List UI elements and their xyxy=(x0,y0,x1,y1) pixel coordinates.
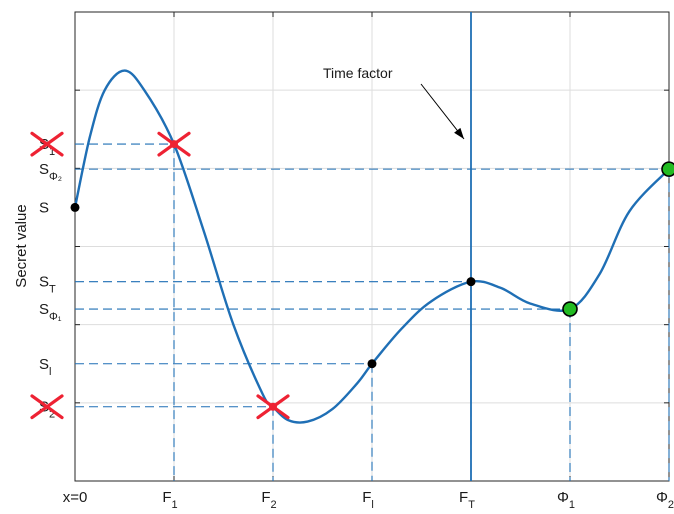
x-tick-label: x=0 xyxy=(63,489,88,506)
point-FT xyxy=(466,277,476,287)
y-tick-label: S xyxy=(39,199,49,216)
y-tick-label: SΦ₁ xyxy=(39,301,62,323)
x-tick-label: Fl xyxy=(362,489,374,511)
x-tick-label: F1 xyxy=(162,489,177,511)
x-tick-label: Φ1 xyxy=(557,489,575,511)
x-tick-label: Φ2 xyxy=(656,489,674,511)
dashed-guides xyxy=(75,143,670,481)
struck-cross xyxy=(30,394,64,420)
x-tick-label: FT xyxy=(459,489,475,511)
point-secret xyxy=(70,202,80,212)
point-markers xyxy=(70,131,674,420)
time-factor-annotation: Time factor xyxy=(323,65,465,140)
y-tick-subscript: 1 xyxy=(49,146,55,158)
x-tick-subscript: T xyxy=(468,499,475,511)
struck-cross xyxy=(30,131,64,157)
cross-stroke xyxy=(30,394,64,420)
y-tick-subscript: l xyxy=(49,366,51,378)
y-tick-labels: S1SΦ₂SSTSΦ₁SlS2 xyxy=(30,131,64,421)
y-tick-subscript: Φ₂ xyxy=(49,171,62,183)
point-Phi1 xyxy=(562,301,578,317)
x-tick-subscript: 2 xyxy=(668,499,674,511)
point-Phi2 xyxy=(661,161,674,177)
y-tick-subscript: 2 xyxy=(49,409,55,421)
y-tick-label: SΦ₂ xyxy=(39,161,62,183)
annotation-arrow xyxy=(420,83,465,140)
annotation-arrowhead xyxy=(454,127,464,139)
x-tick-subscript: 2 xyxy=(271,499,277,511)
y-tick-label: ST xyxy=(39,274,56,296)
x-tick-label: F2 xyxy=(261,489,276,511)
cross-stroke xyxy=(30,131,64,157)
y-tick-label: Sl xyxy=(39,356,51,378)
x-tick-labels: x=0 F1 F2 Fl FT Φ1 Φ2 xyxy=(63,489,674,511)
x-tick-subscript: l xyxy=(371,499,373,511)
cross-F2 xyxy=(256,394,290,420)
y-tick-subscript: T xyxy=(49,284,56,296)
x-tick-subscript: 1 xyxy=(172,499,178,511)
y-tick-subscript: Φ₁ xyxy=(49,311,62,323)
point-Fl xyxy=(367,359,377,369)
y-axis-label: Secret value xyxy=(13,204,30,287)
x-tick-subscript: 1 xyxy=(569,499,575,511)
cross-F1 xyxy=(157,131,191,157)
secret-curve xyxy=(73,69,670,424)
cross-stroke xyxy=(256,394,290,420)
annotation-label: Time factor xyxy=(323,65,393,81)
cross-stroke xyxy=(157,131,191,157)
